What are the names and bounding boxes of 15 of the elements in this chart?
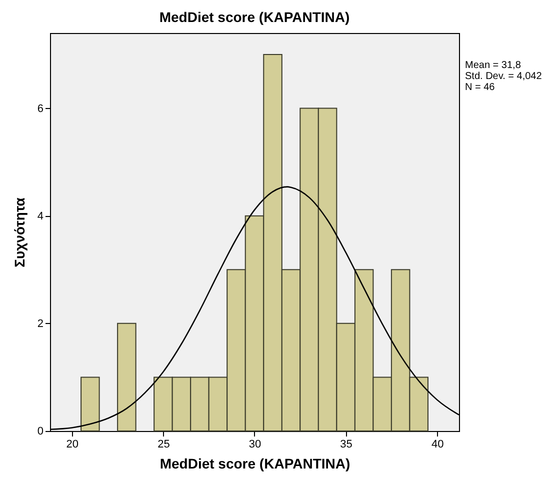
x-tick-label: 20 xyxy=(66,438,79,450)
y-axis-title: Συχνότητα xyxy=(11,197,28,268)
y-tick-label: 6 xyxy=(37,102,44,115)
text: Std. Dev. = 4,042 xyxy=(465,71,542,82)
x-axis-title: MedDiet score (KAPANTINA) xyxy=(160,456,350,472)
x-tick-label: 25 xyxy=(158,438,170,450)
y-tick-label: 0 xyxy=(37,426,44,438)
x-tick-label: 35 xyxy=(340,438,352,450)
y-tick-label: 4 xyxy=(37,210,44,222)
chart-title: MedDiet score (KAPANTINA) xyxy=(159,9,350,25)
x-tick-label: 40 xyxy=(431,438,444,450)
x-tick-label: 30 xyxy=(248,438,262,450)
text: Mean = 31,8 xyxy=(465,60,522,71)
text: N = 46 xyxy=(465,82,496,93)
y-tick-label: 2 xyxy=(37,318,44,330)
